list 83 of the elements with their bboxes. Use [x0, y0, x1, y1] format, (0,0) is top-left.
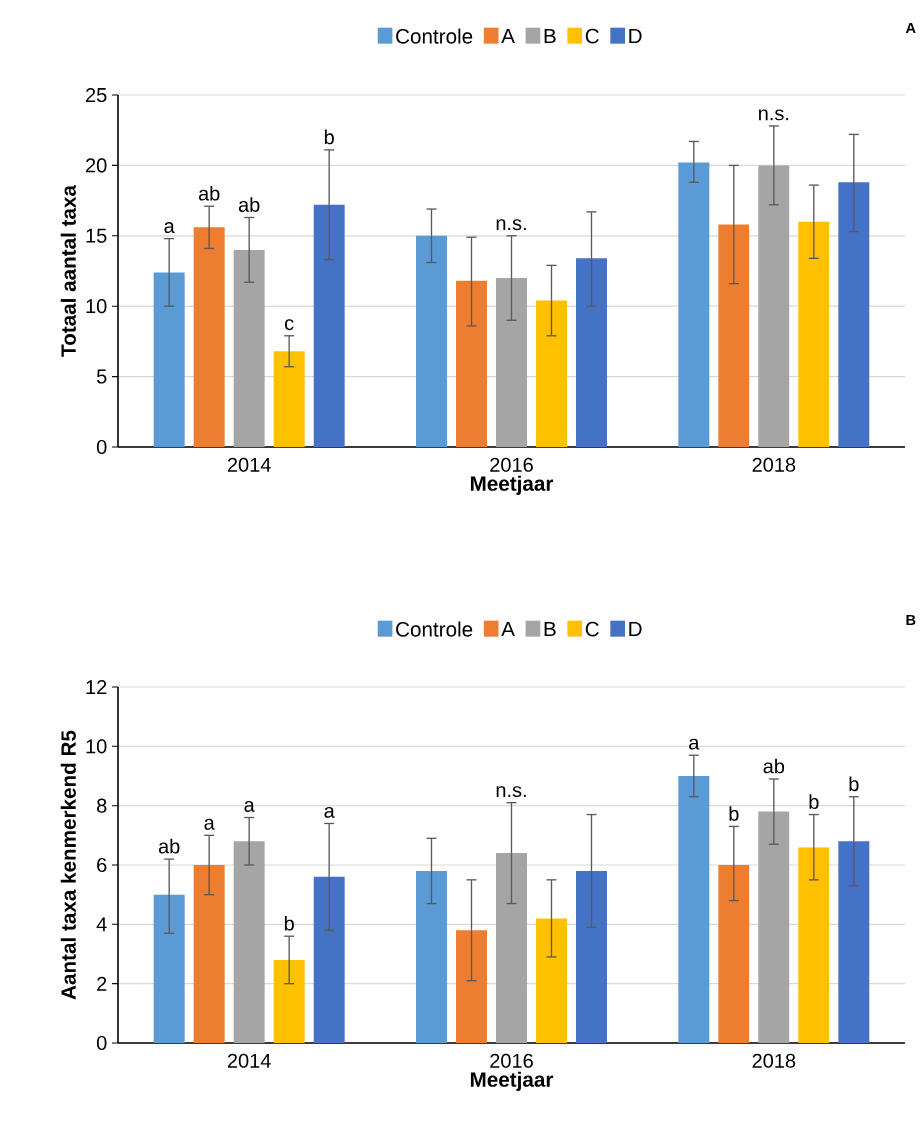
bar	[415, 870, 447, 1043]
legend-label: B	[544, 28, 556, 44]
bar	[273, 959, 305, 1043]
y-axis-title: Aantal taxa kenmerkend R5	[60, 730, 76, 1000]
legend-label: A	[501, 28, 515, 44]
y-tick-label: 15	[86, 228, 107, 243]
bar	[153, 272, 185, 447]
annotation: ab	[158, 838, 180, 854]
annotation: b	[284, 915, 294, 931]
bar	[798, 221, 830, 447]
annotation: a	[244, 800, 255, 812]
legend-label: A	[501, 621, 515, 637]
annotation: b	[809, 794, 819, 809]
y-tick-label: 5	[96, 369, 107, 384]
x-axis-title: Meetjaar	[470, 475, 554, 495]
bar	[576, 870, 607, 1043]
y-tick-label: 25	[86, 87, 107, 103]
legend-label: C	[585, 28, 599, 44]
bar	[758, 811, 790, 1043]
bar	[313, 204, 345, 447]
bar	[456, 930, 487, 1043]
x-tick-label: 2014	[227, 1053, 271, 1068]
bar	[415, 235, 447, 447]
bar	[193, 864, 225, 1043]
legend-label: C	[585, 621, 599, 637]
y-axis-title: Totaal aantal taxa	[60, 184, 76, 357]
legend-label: D	[629, 621, 642, 637]
bar	[576, 258, 607, 447]
legend-label: Controle	[396, 621, 473, 637]
text: A	[905, 22, 916, 34]
legend-label: B	[544, 621, 556, 637]
y-tick-label: 0	[96, 1035, 107, 1051]
annotation: n.s.	[496, 786, 526, 798]
bar	[313, 876, 345, 1043]
y-tick-label: 8	[97, 798, 107, 813]
annotation: ab	[763, 758, 785, 774]
annotation: ab	[198, 185, 220, 201]
bar	[678, 775, 710, 1043]
y-tick-label: 12	[86, 680, 107, 694]
annotation: b	[849, 776, 859, 792]
bar	[718, 224, 750, 447]
y-tick-label: 10	[86, 739, 107, 754]
text: B	[906, 614, 916, 626]
legend-label: Controle	[396, 28, 473, 44]
bar	[536, 300, 567, 447]
y-tick-label: 6	[97, 857, 107, 873]
bar	[496, 853, 527, 1043]
annotation: n.s.	[759, 109, 789, 121]
bar	[456, 280, 487, 447]
bar	[233, 841, 265, 1043]
x-tick-label: 2016	[490, 1053, 533, 1068]
y-tick-label: 20	[86, 158, 107, 173]
bar	[838, 182, 870, 447]
legend-label: D	[629, 28, 642, 44]
x-tick-label: 2016	[490, 457, 533, 472]
annotation: b	[324, 129, 334, 145]
bar	[273, 351, 305, 447]
bar	[838, 841, 870, 1043]
x-tick-label: 2014	[227, 457, 271, 472]
y-tick-label: 2	[97, 976, 107, 991]
y-tick-label: 0	[96, 439, 107, 455]
annotation: a	[324, 806, 335, 818]
x-tick-label: 2018	[752, 1053, 796, 1068]
annotation: ab	[238, 197, 260, 212]
bar	[678, 162, 710, 447]
annotation: a	[689, 738, 700, 750]
y-tick-label: 10	[86, 299, 107, 314]
annotation: n.s.	[496, 219, 526, 231]
annotation: b	[729, 806, 739, 821]
annotation: a	[204, 818, 215, 830]
bar	[193, 227, 225, 447]
annotation: c	[285, 319, 294, 331]
bar	[233, 249, 265, 447]
bar	[718, 864, 750, 1043]
x-tick-label: 2018	[752, 457, 796, 472]
x-axis-title: Meetjaar	[470, 1071, 554, 1091]
bar	[798, 847, 830, 1043]
bar	[536, 918, 567, 1043]
bar	[758, 165, 790, 447]
y-tick-label: 4	[96, 917, 107, 932]
annotation: a	[164, 222, 175, 233]
bar	[496, 278, 527, 447]
bar	[153, 894, 185, 1043]
